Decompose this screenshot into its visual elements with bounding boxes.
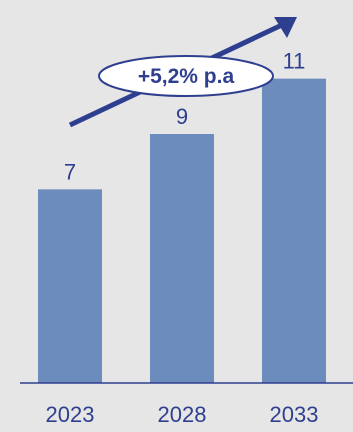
bar-value-label-2033: 11 (283, 49, 306, 74)
bar-2033 (262, 78, 326, 384)
growth-annotation: +5,2% p.a (68, 17, 297, 128)
bar-2023 (38, 189, 102, 383)
bar-value-labels: 7 9 11 (64, 49, 306, 185)
bar-value-label-2023: 7 (64, 159, 76, 184)
x-axis-tick-labels: 2023 2028 2033 (46, 402, 319, 427)
bar-2028 (150, 134, 214, 383)
x-tick-label-2023: 2023 (46, 402, 95, 427)
growth-badge (98, 55, 274, 97)
x-tick-label-2033: 2033 (270, 402, 319, 427)
trend-arrowhead-icon (274, 17, 297, 38)
growth-rate-label: +5,2% p.a (138, 65, 235, 88)
bar-value-label-2028: 9 (176, 104, 188, 129)
bars-group (38, 78, 326, 384)
x-tick-label-2028: 2028 (158, 402, 207, 427)
